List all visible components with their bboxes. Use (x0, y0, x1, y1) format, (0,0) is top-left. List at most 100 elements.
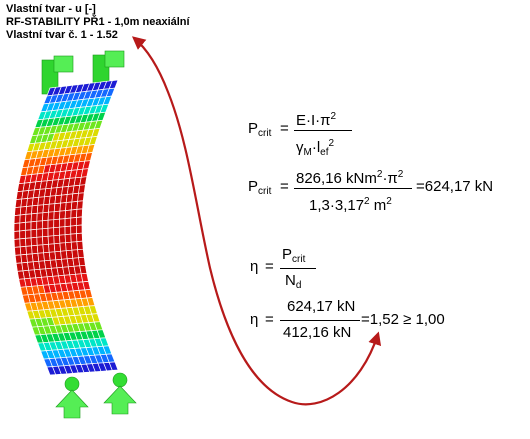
mesh-cell (78, 184, 86, 194)
mesh-cell (30, 212, 38, 223)
mesh-cell (75, 216, 83, 226)
mesh-cell (30, 228, 38, 239)
mesh-cell (13, 214, 21, 224)
mesh-cell (78, 256, 86, 267)
mesh-cell (64, 209, 72, 219)
mesh-cell (19, 238, 27, 248)
mesh-cell (48, 243, 56, 253)
pcrit-numeric-numerator: 826,16 kNm2·π2 (296, 169, 404, 187)
mesh-cell (36, 236, 44, 246)
top-support-left-cap (53, 55, 74, 73)
mesh-cell (70, 209, 78, 219)
mesh-cell (13, 230, 21, 240)
mesh-cell (53, 210, 61, 221)
mesh-cell (64, 233, 72, 244)
mesh-cell (19, 214, 27, 224)
pcrit-denominator: γM·lef2 (296, 138, 335, 158)
mesh-cell (19, 222, 26, 232)
mesh-cell (13, 222, 21, 232)
pcrit-numeric-denominator: 1,3·3,172 m2 (309, 196, 392, 214)
mesh-cell (19, 246, 27, 256)
mesh-cell (77, 248, 85, 259)
mesh-cell (30, 236, 38, 247)
mesh-cell (41, 219, 49, 230)
eta-numeric-numerator: 624,17 kN (287, 298, 356, 315)
mesh-cell (79, 176, 88, 186)
eta-numeric-denominator: 412,16 kN (283, 324, 352, 341)
eta-numeric-fraction-bar (280, 320, 360, 321)
mesh-cell (30, 220, 38, 231)
mesh-cell (53, 226, 60, 237)
eta-denominator: Nd (285, 272, 302, 291)
mesh-cell (58, 226, 66, 236)
pcrit-eq: = (280, 120, 289, 137)
mesh-cell (36, 244, 44, 254)
mesh-cell (14, 246, 22, 256)
mesh-cell (53, 242, 61, 253)
eta-eq: = (265, 258, 274, 275)
mesh-cell (76, 232, 83, 242)
mesh-cell (36, 228, 43, 238)
mesh-cell (53, 218, 60, 229)
mesh-cell (76, 240, 84, 251)
mesh-cell (108, 361, 119, 371)
mesh-cell (25, 213, 32, 223)
pcrit-lhs: Pcrit (248, 120, 272, 139)
mesh-cell (24, 229, 32, 239)
eta-numeric-result: =1,52 ≥ 1,00 (361, 311, 445, 328)
mesh-cell (70, 241, 78, 251)
mesh-cell (47, 219, 55, 229)
bottom-support-right (103, 385, 137, 415)
pcrit-numerator: E·I·π2 (296, 111, 337, 129)
mesh-cell (70, 233, 78, 243)
result-type-label: Vlastní tvar - u [-] (6, 3, 96, 15)
mesh-cell (58, 218, 66, 228)
mesh-cell (31, 244, 39, 255)
mesh-cell (76, 208, 83, 218)
bottom-supports (55, 372, 137, 419)
pcrit-numeric-result: =624,17 kN (416, 178, 494, 195)
mesh-cell (77, 192, 85, 202)
mesh-cell (19, 230, 26, 240)
mesh-cell (47, 235, 55, 245)
load-case-label: RF-STABILITY PŘ1 - 1,0m neaxiální (6, 16, 190, 28)
mesh-cell (36, 212, 44, 222)
mode-shape-label: Vlastní tvar č. 1 - 1.52 (6, 29, 118, 41)
mesh-cell (64, 225, 72, 236)
bottom-support-left-hinge (64, 376, 80, 392)
pcrit-numeric-fraction-bar (294, 188, 412, 189)
mesh-cell (70, 225, 77, 235)
mesh-cell (65, 241, 73, 252)
mesh-cell (41, 227, 49, 238)
mesh-cell (13, 238, 21, 248)
mesh-cell (59, 234, 66, 244)
mesh-cell (59, 210, 66, 220)
bottom-support-right-hinge (112, 372, 128, 388)
mesh-cell (70, 217, 77, 227)
mesh-cell (53, 234, 61, 245)
bottom-support-left (55, 389, 89, 419)
mesh-cell (42, 235, 49, 246)
pcrit-numeric-eq: = (280, 178, 289, 195)
eta-fraction-bar (280, 268, 316, 269)
mesh-cell (76, 200, 84, 210)
mesh-cell (47, 227, 55, 237)
annotation-arrow (131, 36, 382, 406)
top-support-right-cap (104, 50, 125, 68)
pcrit-numeric-lhs: Pcrit (248, 178, 272, 197)
mesh-cell (25, 245, 33, 255)
mesh-cell (59, 242, 67, 252)
mesh-cell (42, 211, 49, 222)
mesh-cell (36, 220, 43, 230)
pcrit-fraction-bar (294, 130, 352, 131)
eta-lhs: η (250, 258, 259, 275)
mesh-cell (25, 237, 32, 247)
mesh-cell (47, 211, 55, 221)
eta-numerator: Pcrit (282, 246, 306, 265)
eta-numeric-eq: = (265, 311, 274, 328)
mesh-cell (42, 243, 50, 254)
mesh-cell (79, 264, 88, 275)
mesh-cell (75, 224, 83, 234)
deformed-mesh (13, 79, 119, 376)
